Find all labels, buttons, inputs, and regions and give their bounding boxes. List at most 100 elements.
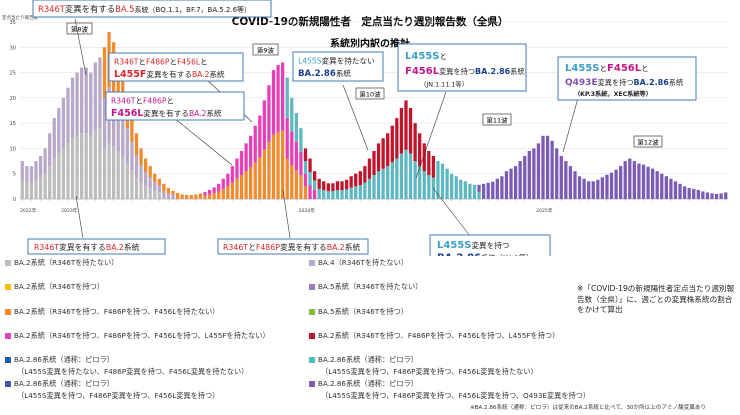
bar-segment bbox=[349, 176, 353, 188]
legend-item: BA.2.86系統（通称：ピロラ） bbox=[309, 379, 418, 388]
bar-segment bbox=[326, 183, 330, 192]
bar-segment bbox=[148, 188, 152, 199]
bar-segment bbox=[312, 189, 317, 199]
bar-segment bbox=[596, 179, 600, 199]
bar-segment bbox=[107, 143, 111, 199]
bar-segment bbox=[335, 190, 340, 199]
y-tick-labels: 0 5 10 15 20 25 30 35 bbox=[10, 20, 16, 203]
bar-segment bbox=[281, 130, 285, 199]
bar-week-140 bbox=[660, 173, 664, 199]
bar-segment bbox=[157, 185, 161, 193]
bar-week-97 bbox=[463, 181, 467, 199]
bar-segment bbox=[38, 177, 43, 199]
bar-week-92 bbox=[440, 163, 445, 199]
bar-segment bbox=[710, 193, 714, 199]
bar-segment bbox=[61, 148, 66, 199]
svg-text:L455SとF456Lと: L455SとF456Lと bbox=[565, 63, 649, 74]
bar-week-70 bbox=[340, 181, 344, 199]
bar-segment bbox=[367, 158, 372, 179]
svg-text:R346T変異を有するBA.5系統（BQ.1.1，BF.7，: R346T変異を有するBA.5系統（BQ.1.1，BF.7，BA.5.2.6等） bbox=[38, 4, 251, 14]
bar-week-147 bbox=[692, 188, 696, 199]
bar-segment bbox=[491, 181, 495, 199]
bar-week-110 bbox=[523, 156, 527, 199]
callout-ba2-r346t: R346T変異を有するBA.2系統 bbox=[27, 238, 166, 255]
bar-segment bbox=[52, 118, 56, 159]
bar-segment bbox=[66, 143, 70, 199]
legend-label: BA.2系統（R346Tを持つ） bbox=[14, 282, 104, 291]
bar-week-50 bbox=[249, 135, 253, 199]
bar-week-150 bbox=[705, 192, 710, 199]
legend-swatch bbox=[309, 309, 315, 315]
bar-week-6 bbox=[48, 133, 52, 199]
bar-segment bbox=[413, 123, 417, 162]
bar-segment bbox=[249, 167, 253, 199]
bar-segment bbox=[623, 161, 627, 199]
bar-segment bbox=[217, 191, 221, 199]
svg-text:L455F変異を有するBA.2系統: L455F変異を有するBA.2系統 bbox=[114, 69, 225, 80]
svg-text:L455Sと: L455Sと bbox=[405, 51, 447, 62]
bar-week-10 bbox=[66, 87, 70, 199]
bar-segment bbox=[75, 72, 79, 136]
legend-item: BA.2.86系統（通称：ピロラ） bbox=[309, 355, 418, 364]
bar-week-101 bbox=[481, 183, 486, 199]
bar-segment bbox=[555, 148, 559, 199]
bar-week-96 bbox=[459, 179, 463, 199]
bar-segment bbox=[312, 171, 317, 181]
bar-segment bbox=[317, 178, 321, 189]
bar-week-69 bbox=[335, 181, 340, 199]
bar-segment bbox=[130, 113, 134, 142]
bar-week-133 bbox=[628, 158, 632, 199]
bar-week-31 bbox=[162, 183, 166, 199]
bar-segment bbox=[143, 185, 148, 199]
bar-week-132 bbox=[623, 161, 627, 199]
callout-f456l: R346TとF486Pと F456L変異を有するBA.2系統 bbox=[105, 91, 245, 121]
bar-segment bbox=[130, 170, 134, 199]
legend-label: BA.2系統（R346Tを持つ、F486Pを持つ、F456Lを持つ、L455Fを… bbox=[318, 331, 560, 340]
year-label: 2025年 bbox=[536, 207, 553, 214]
bar-segment bbox=[504, 171, 509, 199]
bar-segment bbox=[48, 166, 52, 199]
bar-week-39 bbox=[198, 193, 203, 199]
bar-segment bbox=[89, 135, 93, 199]
bar-week-103 bbox=[491, 181, 495, 199]
bar-segment bbox=[605, 174, 609, 199]
bar-segment bbox=[162, 183, 166, 192]
bar-segment bbox=[582, 178, 586, 199]
legend-sublabel: （L455S変異を持つ、F486P変異を持つ、F456L変異を持つ、Q493E変… bbox=[321, 391, 591, 400]
bar-week-62 bbox=[303, 148, 308, 199]
y-tick-label: 30 bbox=[10, 45, 16, 51]
bar-segment bbox=[303, 186, 308, 199]
bar-segment bbox=[25, 182, 29, 199]
legend-sublabel: （L455S変異を持たない、F486P変異を持つ、F456L変異を持たない） bbox=[17, 367, 249, 376]
legend-swatch bbox=[5, 309, 11, 315]
bar-week-149 bbox=[701, 191, 705, 199]
bar-segment bbox=[48, 133, 52, 167]
bar-week-3 bbox=[34, 161, 38, 199]
bar-segment bbox=[312, 180, 317, 190]
bar-week-78 bbox=[376, 143, 381, 199]
bar-segment bbox=[194, 194, 198, 199]
bar-segment bbox=[303, 173, 308, 187]
bar-segment bbox=[317, 188, 321, 199]
bar-segment bbox=[390, 125, 394, 163]
bar-segment bbox=[340, 181, 344, 191]
legend-label: BA.4（R346Tを持たない） bbox=[318, 258, 408, 267]
legend-label: BA.2.86系統（通称：ピロラ） bbox=[318, 355, 418, 364]
bar-segment bbox=[235, 178, 239, 199]
bar-segment bbox=[440, 163, 445, 199]
bar-segment bbox=[235, 158, 239, 179]
bar-week-65 bbox=[317, 178, 321, 199]
bar-week-135 bbox=[637, 163, 641, 199]
bar-segment bbox=[111, 146, 116, 199]
bar-week-88 bbox=[422, 143, 426, 199]
svg-text:第12波: 第12波 bbox=[637, 138, 659, 147]
bar-segment bbox=[290, 165, 294, 199]
bar-week-61 bbox=[299, 128, 303, 199]
bar-segment bbox=[171, 190, 175, 195]
bar-segment bbox=[701, 191, 705, 199]
bar-week-112 bbox=[532, 148, 536, 199]
bar-week-66 bbox=[322, 181, 326, 199]
year-label: 2023年 bbox=[61, 207, 78, 214]
svg-text:第11波: 第11波 bbox=[486, 116, 508, 125]
bar-segment bbox=[29, 182, 34, 199]
